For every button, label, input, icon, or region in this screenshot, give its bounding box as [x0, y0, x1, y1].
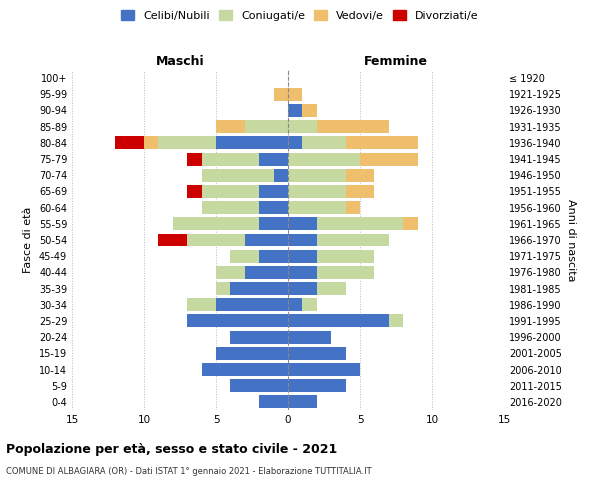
Bar: [360, 152, 418, 166]
Bar: [288, 314, 389, 328]
Bar: [216, 282, 230, 295]
Bar: [245, 234, 288, 246]
Bar: [288, 185, 346, 198]
Text: Popolazione per età, sesso e stato civile - 2021: Popolazione per età, sesso e stato civil…: [6, 442, 337, 456]
Bar: [317, 120, 389, 133]
Legend: Celibi/Nubili, Coniugati/e, Vedovi/e, Divorziati/e: Celibi/Nubili, Coniugati/e, Vedovi/e, Di…: [119, 8, 481, 24]
Y-axis label: Anni di nascita: Anni di nascita: [566, 198, 575, 281]
Bar: [288, 88, 302, 101]
Bar: [144, 136, 158, 149]
Bar: [202, 363, 288, 376]
Bar: [403, 218, 418, 230]
Bar: [202, 152, 259, 166]
Bar: [317, 234, 389, 246]
Bar: [288, 136, 302, 149]
Bar: [288, 218, 317, 230]
Bar: [216, 266, 245, 279]
Text: COMUNE DI ALBAGIARA (OR) - Dati ISTAT 1° gennaio 2021 - Elaborazione TUTTITALIA.: COMUNE DI ALBAGIARA (OR) - Dati ISTAT 1°…: [6, 468, 371, 476]
Bar: [230, 379, 288, 392]
Bar: [216, 298, 288, 311]
Bar: [288, 298, 302, 311]
Bar: [202, 201, 259, 214]
Bar: [346, 136, 418, 149]
Bar: [259, 152, 288, 166]
Bar: [158, 234, 187, 246]
Bar: [288, 330, 331, 344]
Bar: [274, 169, 288, 181]
Bar: [317, 250, 374, 262]
Bar: [259, 201, 288, 214]
Bar: [317, 282, 346, 295]
Bar: [259, 250, 288, 262]
Bar: [187, 314, 288, 328]
Bar: [173, 218, 259, 230]
Bar: [346, 185, 374, 198]
Bar: [245, 266, 288, 279]
Bar: [288, 282, 317, 295]
Bar: [288, 347, 346, 360]
Bar: [230, 282, 288, 295]
Y-axis label: Fasce di età: Fasce di età: [23, 207, 33, 273]
Bar: [230, 250, 259, 262]
Bar: [288, 363, 360, 376]
Text: Femmine: Femmine: [364, 56, 428, 68]
Bar: [274, 88, 288, 101]
Bar: [288, 201, 346, 214]
Bar: [259, 185, 288, 198]
Bar: [230, 330, 288, 344]
Bar: [346, 169, 374, 181]
Text: Maschi: Maschi: [155, 56, 205, 68]
Bar: [302, 136, 346, 149]
Bar: [187, 152, 202, 166]
Bar: [245, 120, 288, 133]
Bar: [288, 169, 346, 181]
Bar: [288, 266, 317, 279]
Bar: [216, 347, 288, 360]
Bar: [216, 120, 245, 133]
Bar: [187, 298, 216, 311]
Bar: [202, 185, 259, 198]
Bar: [288, 234, 317, 246]
Bar: [288, 120, 317, 133]
Bar: [115, 136, 144, 149]
Bar: [158, 136, 216, 149]
Bar: [288, 250, 317, 262]
Bar: [187, 234, 245, 246]
Bar: [317, 266, 374, 279]
Bar: [346, 201, 360, 214]
Bar: [317, 218, 403, 230]
Bar: [259, 218, 288, 230]
Bar: [389, 314, 403, 328]
Bar: [187, 185, 202, 198]
Bar: [288, 104, 302, 117]
Bar: [288, 396, 317, 408]
Bar: [259, 396, 288, 408]
Bar: [302, 104, 317, 117]
Bar: [202, 169, 274, 181]
Bar: [302, 298, 317, 311]
Bar: [288, 379, 346, 392]
Bar: [216, 136, 288, 149]
Bar: [288, 152, 360, 166]
